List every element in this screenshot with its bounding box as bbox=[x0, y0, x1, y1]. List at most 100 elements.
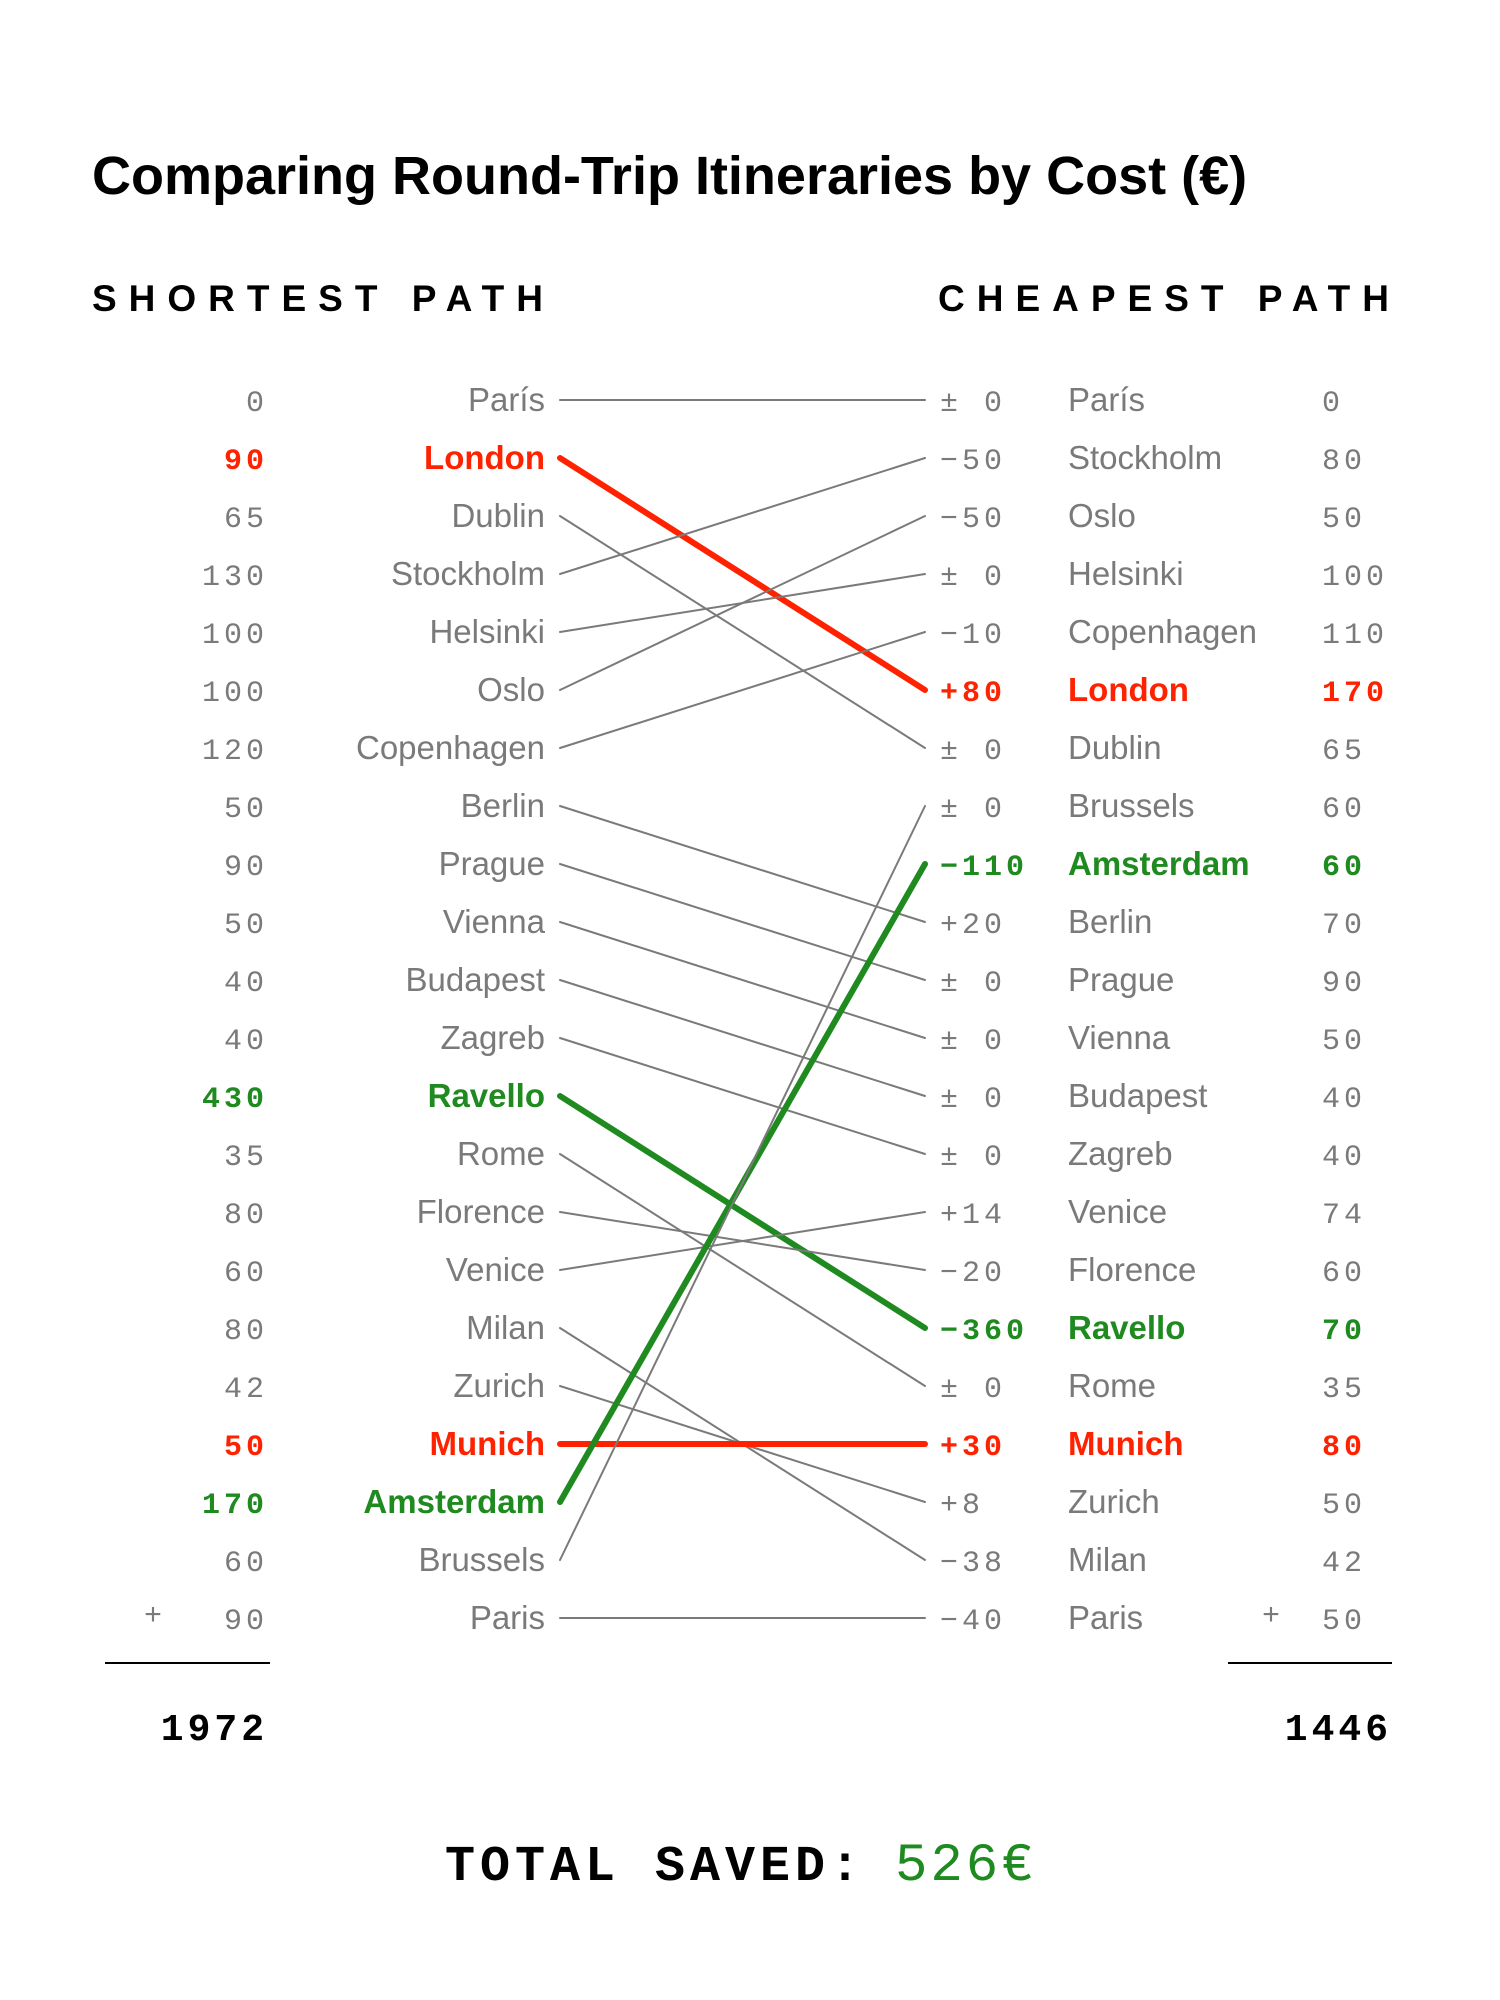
right-cost-label: 50 bbox=[1322, 1605, 1366, 1639]
right-delta-label: +30 bbox=[940, 1431, 1006, 1465]
left-cost-label: 80 bbox=[224, 1199, 268, 1233]
right-delta-label: ± 0 bbox=[940, 1141, 1006, 1175]
left-city-label: Helsinki bbox=[429, 613, 545, 650]
right-cost-label: 0 bbox=[1322, 387, 1344, 421]
connector-line bbox=[557, 1093, 928, 1331]
connector-lines bbox=[557, 399, 928, 1619]
left-column-heading: SHORTEST PATH bbox=[92, 278, 555, 319]
right-delta-label: ± 0 bbox=[940, 1373, 1006, 1407]
left-city-label: Prague bbox=[439, 845, 545, 882]
right-city-label: Berlin bbox=[1068, 903, 1152, 940]
total-saved-value: 526€ bbox=[895, 1836, 1037, 1897]
left-cost-label: 42 bbox=[224, 1373, 268, 1407]
left-cost-label: 40 bbox=[224, 1025, 268, 1059]
right-delta-label: −110 bbox=[940, 851, 1028, 885]
right-delta-label: −10 bbox=[940, 619, 1006, 653]
right-cost-label: 50 bbox=[1322, 1025, 1366, 1059]
right-delta-label: ± 0 bbox=[940, 793, 1006, 827]
left-city-label: Vienna bbox=[443, 903, 546, 940]
right-cost-label: 50 bbox=[1322, 503, 1366, 537]
left-city-label: Milan bbox=[466, 1309, 545, 1346]
right-total: 1446 bbox=[1285, 1709, 1392, 1752]
left-city-label: Florence bbox=[417, 1193, 545, 1230]
connector-line bbox=[559, 805, 926, 923]
left-city-label: Copenhagen bbox=[356, 729, 545, 766]
right-cost-label: 90 bbox=[1322, 967, 1366, 1001]
left-cost-label: 80 bbox=[224, 1315, 268, 1349]
left-cost-label: 120 bbox=[202, 735, 268, 769]
chart-title: Comparing Round-Trip Itineraries by Cost… bbox=[92, 146, 1247, 206]
right-cost-label: 40 bbox=[1322, 1141, 1366, 1175]
right-cost-label: 110 bbox=[1322, 619, 1388, 653]
right-cost-label: 60 bbox=[1322, 793, 1366, 827]
right-delta-label: ± 0 bbox=[940, 561, 1006, 595]
right-city-label: Venice bbox=[1068, 1193, 1167, 1230]
left-cost-label: 50 bbox=[224, 1431, 268, 1465]
connector-line bbox=[559, 805, 926, 1561]
connector-line bbox=[559, 515, 926, 749]
right-cost-label: 70 bbox=[1322, 1315, 1366, 1349]
connector-line bbox=[559, 515, 926, 691]
left-city-label: London bbox=[424, 439, 545, 476]
connector-line bbox=[559, 863, 926, 981]
left-city-label: Paris bbox=[470, 1599, 545, 1636]
left-cost-label: 100 bbox=[202, 677, 268, 711]
right-cost-label: 70 bbox=[1322, 909, 1366, 943]
left-city-label: Dublin bbox=[451, 497, 545, 534]
left-city-label: Zagreb bbox=[440, 1019, 545, 1056]
right-cost-label: 35 bbox=[1322, 1373, 1366, 1407]
left-cost-label: 60 bbox=[224, 1257, 268, 1291]
connector-line bbox=[559, 1211, 926, 1271]
left-cost-label: 40 bbox=[224, 967, 268, 1001]
right-city-label: Ravello bbox=[1068, 1309, 1185, 1346]
right-city-label: Brussels bbox=[1068, 787, 1195, 824]
cheapest-path-column: ± 0 París 0 −50 Stockholm 80 −50 Oslo 50 ± 0 Helsi… bbox=[940, 381, 1388, 1639]
right-delta-label: ± 0 bbox=[940, 735, 1006, 769]
connector-line bbox=[559, 1153, 926, 1387]
right-cost-label: 60 bbox=[1322, 1257, 1366, 1291]
right-cost-label: 170 bbox=[1322, 677, 1388, 711]
left-cost-label: 130 bbox=[202, 561, 268, 595]
left-city-label: Ravello bbox=[428, 1077, 545, 1114]
right-city-label: París bbox=[1068, 381, 1145, 418]
right-delta-label: ± 0 bbox=[940, 1083, 1006, 1117]
right-cost-label: 100 bbox=[1322, 561, 1388, 595]
left-cost-label: 90 bbox=[224, 1605, 268, 1639]
right-delta-label: −50 bbox=[940, 445, 1006, 479]
left-city-label: Munich bbox=[430, 1425, 545, 1462]
left-city-label: París bbox=[468, 381, 545, 418]
right-city-label: Oslo bbox=[1068, 497, 1136, 534]
right-city-label: Prague bbox=[1068, 961, 1174, 998]
right-delta-label: +20 bbox=[940, 909, 1006, 943]
left-cost-label: 430 bbox=[202, 1083, 268, 1117]
left-city-label: Venice bbox=[446, 1251, 545, 1288]
right-delta-label: ± 0 bbox=[940, 1025, 1006, 1059]
connector-line bbox=[557, 455, 928, 693]
left-cost-label: 50 bbox=[224, 909, 268, 943]
right-cost-label: 50 bbox=[1322, 1489, 1366, 1523]
right-city-label: Paris bbox=[1068, 1599, 1143, 1636]
left-city-label: Zurich bbox=[453, 1367, 545, 1404]
left-city-label: Budapest bbox=[406, 961, 545, 998]
right-cost-label: 40 bbox=[1322, 1083, 1366, 1117]
right-city-label: Helsinki bbox=[1068, 555, 1184, 592]
connector-line bbox=[559, 631, 926, 749]
right-column-heading: CHEAPEST PATH bbox=[938, 278, 1401, 319]
right-delta-label: −360 bbox=[940, 1315, 1028, 1349]
left-cost-label: 90 bbox=[224, 445, 268, 479]
connector-line bbox=[559, 1037, 926, 1155]
left-cost-label: 90 bbox=[224, 851, 268, 885]
right-city-label: Dublin bbox=[1068, 729, 1162, 766]
left-cost-label: 50 bbox=[224, 793, 268, 827]
right-cost-label: 80 bbox=[1322, 1431, 1366, 1465]
connector-line bbox=[559, 979, 926, 1097]
right-plus-sign: + bbox=[1262, 1600, 1284, 1634]
right-delta-label: ± 0 bbox=[940, 387, 1006, 421]
left-cost-label: 60 bbox=[224, 1547, 268, 1581]
connector-line bbox=[559, 457, 926, 575]
right-city-label: Munich bbox=[1068, 1425, 1183, 1462]
right-city-label: Zagreb bbox=[1068, 1135, 1173, 1172]
left-city-label: Berlin bbox=[461, 787, 545, 824]
